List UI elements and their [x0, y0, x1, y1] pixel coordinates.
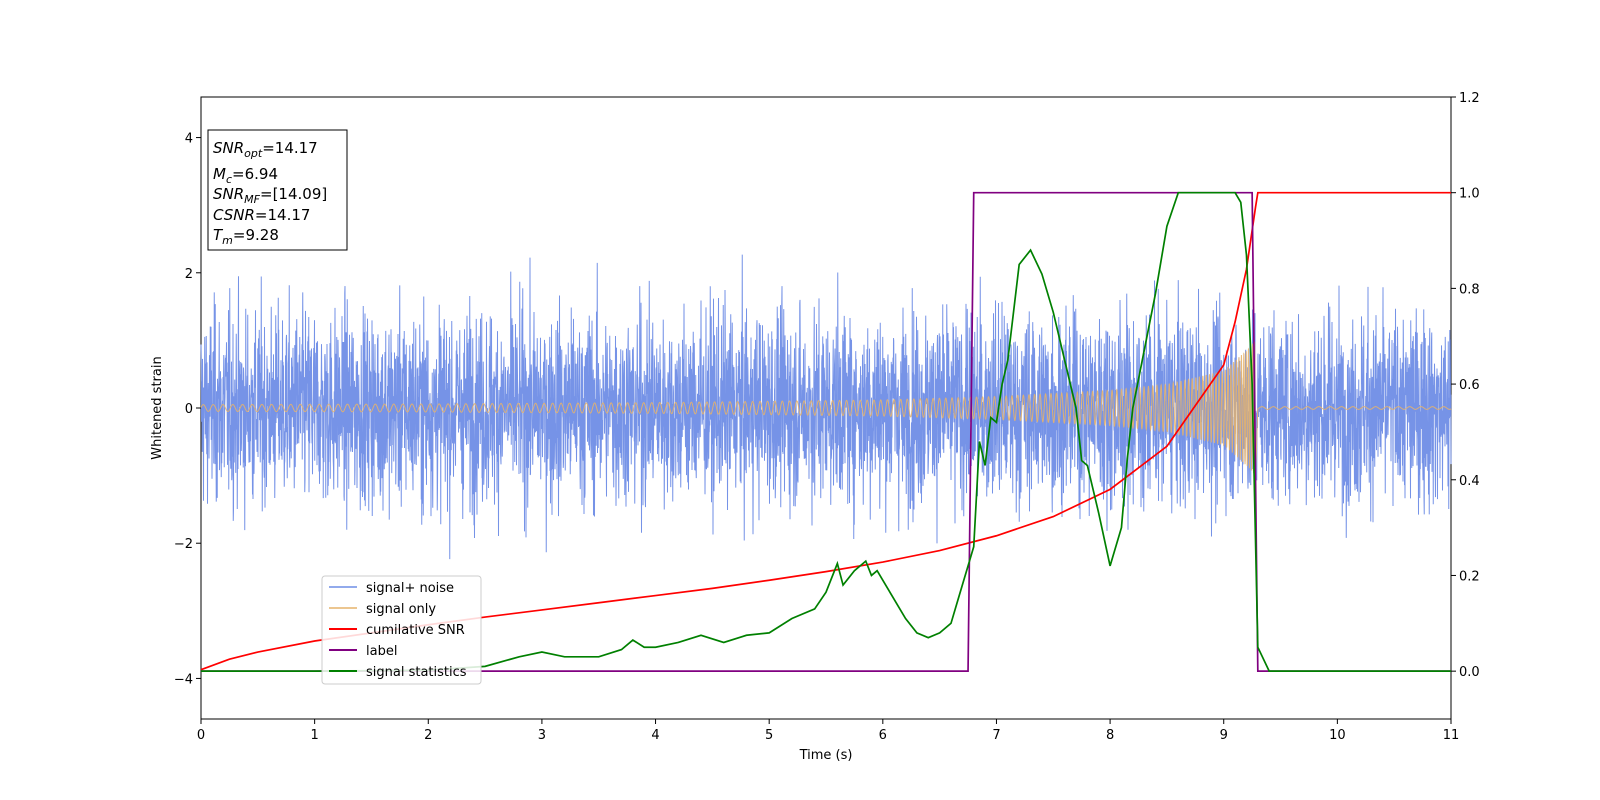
y-axis-label: Whitened strain [150, 356, 165, 459]
x-tick-label: 4 [651, 728, 659, 743]
annotation-merger-time: Tm=9.28 [213, 226, 279, 247]
legend-label-label: label [366, 644, 397, 659]
annotation-border [207, 129, 348, 251]
x-tick-label: 0 [197, 728, 205, 743]
series-layer [200, 191, 1452, 672]
x-tick-label: 11 [1443, 728, 1460, 743]
series-signal-only [200, 341, 1452, 474]
x-tick-label: 7 [992, 728, 1000, 743]
legend: signal+ noise signal only cumilative SNR la… [321, 575, 482, 685]
y-right-tick-label: 0.0 [1459, 665, 1480, 680]
legend-signal-only-label: signal only [366, 602, 436, 617]
y-right-tick-label: 1.0 [1459, 187, 1480, 202]
legend-signal-noise-label: signal+ noise [366, 581, 454, 596]
y-right-tick-label: 0.6 [1459, 378, 1480, 393]
y-right-tick-label: 0.8 [1459, 282, 1480, 297]
y-right-tick-label: 1.2 [1459, 91, 1480, 106]
y-right-tick-label: 0.4 [1459, 474, 1480, 489]
x-tick-label: 2 [424, 728, 432, 743]
annotation-snr-mf: SNRMF=[14.09] [213, 185, 327, 206]
x-tick-label: 6 [879, 728, 887, 743]
y-left-tick-label: 4 [185, 132, 193, 147]
x-tick-label: 8 [1106, 728, 1114, 743]
y-right-tick-label: 0.2 [1459, 569, 1480, 584]
x-tick-label: 10 [1329, 728, 1346, 743]
x-tick-label: 3 [538, 728, 546, 743]
annotation-snr-opt: SNRopt=14.17 [213, 139, 318, 160]
annotation-box: SNRopt=14.17 Mc=6.94 SNRMF=[14.09] CSNR=… [207, 129, 348, 251]
y-left-tick-label: 2 [185, 267, 193, 282]
x-ticks: 0 1 2 3 4 5 6 7 8 9 10 11 [197, 719, 1459, 743]
y-left-tick-label: 0 [185, 402, 193, 417]
series-signal-statistics [201, 191, 1451, 672]
x-tick-label: 5 [765, 728, 773, 743]
y-left-ticks: −4 −2 0 2 4 [174, 132, 201, 687]
annotation-csnr: CSNR=14.17 [213, 206, 310, 224]
x-axis-label: Time (s) [799, 748, 853, 763]
y-left-tick-label: −2 [174, 537, 193, 552]
legend-signal-statistics-label: signal statistics [366, 665, 467, 680]
legend-items: signal+ noise signal only cumilative SNR la… [329, 581, 467, 680]
y-left-tick-label: −4 [174, 672, 193, 687]
legend-border [321, 575, 482, 685]
x-tick-label: 1 [310, 728, 318, 743]
y-right-ticks: 0.0 0.2 0.4 0.6 0.8 1.0 1.2 [1451, 91, 1480, 680]
legend-cumulative-snr-label: cumilative SNR [366, 623, 465, 638]
x-tick-label: 9 [1220, 728, 1228, 743]
annotation-chirp-mass: Mc=6.94 [213, 165, 278, 186]
